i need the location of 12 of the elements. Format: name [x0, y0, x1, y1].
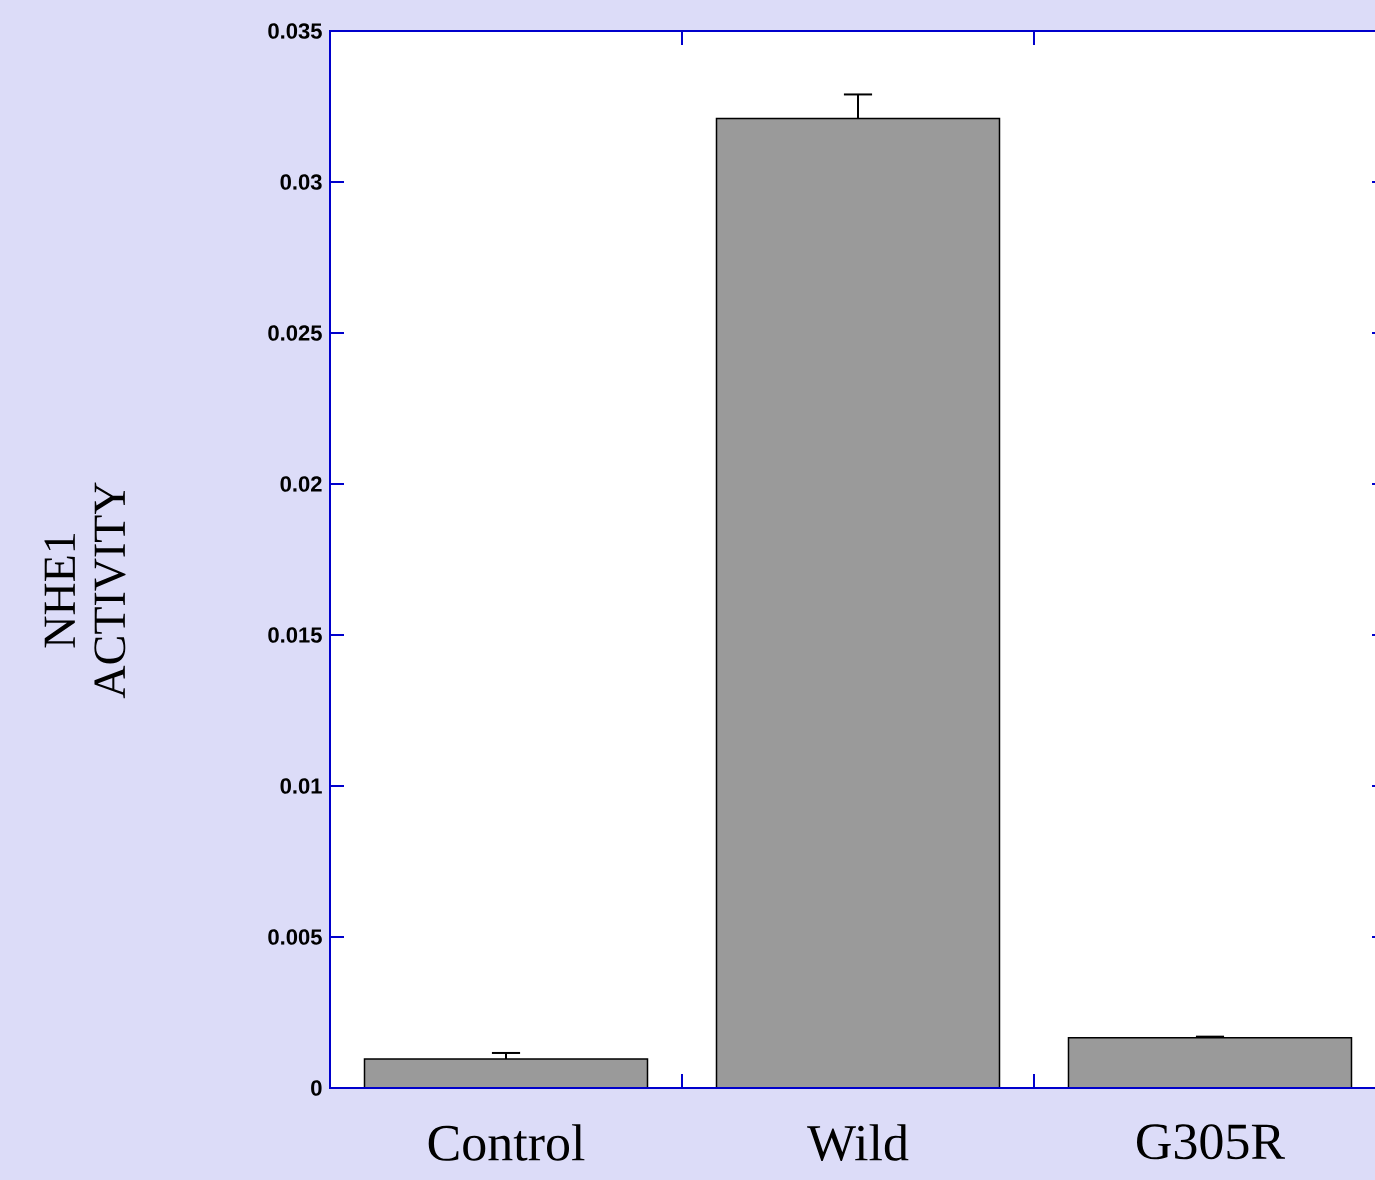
x-tick-label: Wild: [807, 1124, 909, 1162]
y-tick-label: 0: [311, 1080, 322, 1096]
y-tick-label: 0.01: [280, 778, 322, 794]
y-tick-label: 0.015: [268, 627, 322, 643]
y-axis-title: NHE1 ACTIVITY: [44, 482, 126, 699]
y-tick-label: 0.025: [268, 325, 322, 341]
y-tick-label: 0.03: [280, 174, 322, 190]
x-tick-label: G305R: [1137, 1124, 1286, 1160]
y-tick-label: 0.02: [280, 476, 322, 492]
y-tick-label: 0.035: [268, 23, 322, 39]
y-tick-label: 0.005: [268, 929, 322, 945]
x-tick-label: Control: [428, 1124, 585, 1161]
